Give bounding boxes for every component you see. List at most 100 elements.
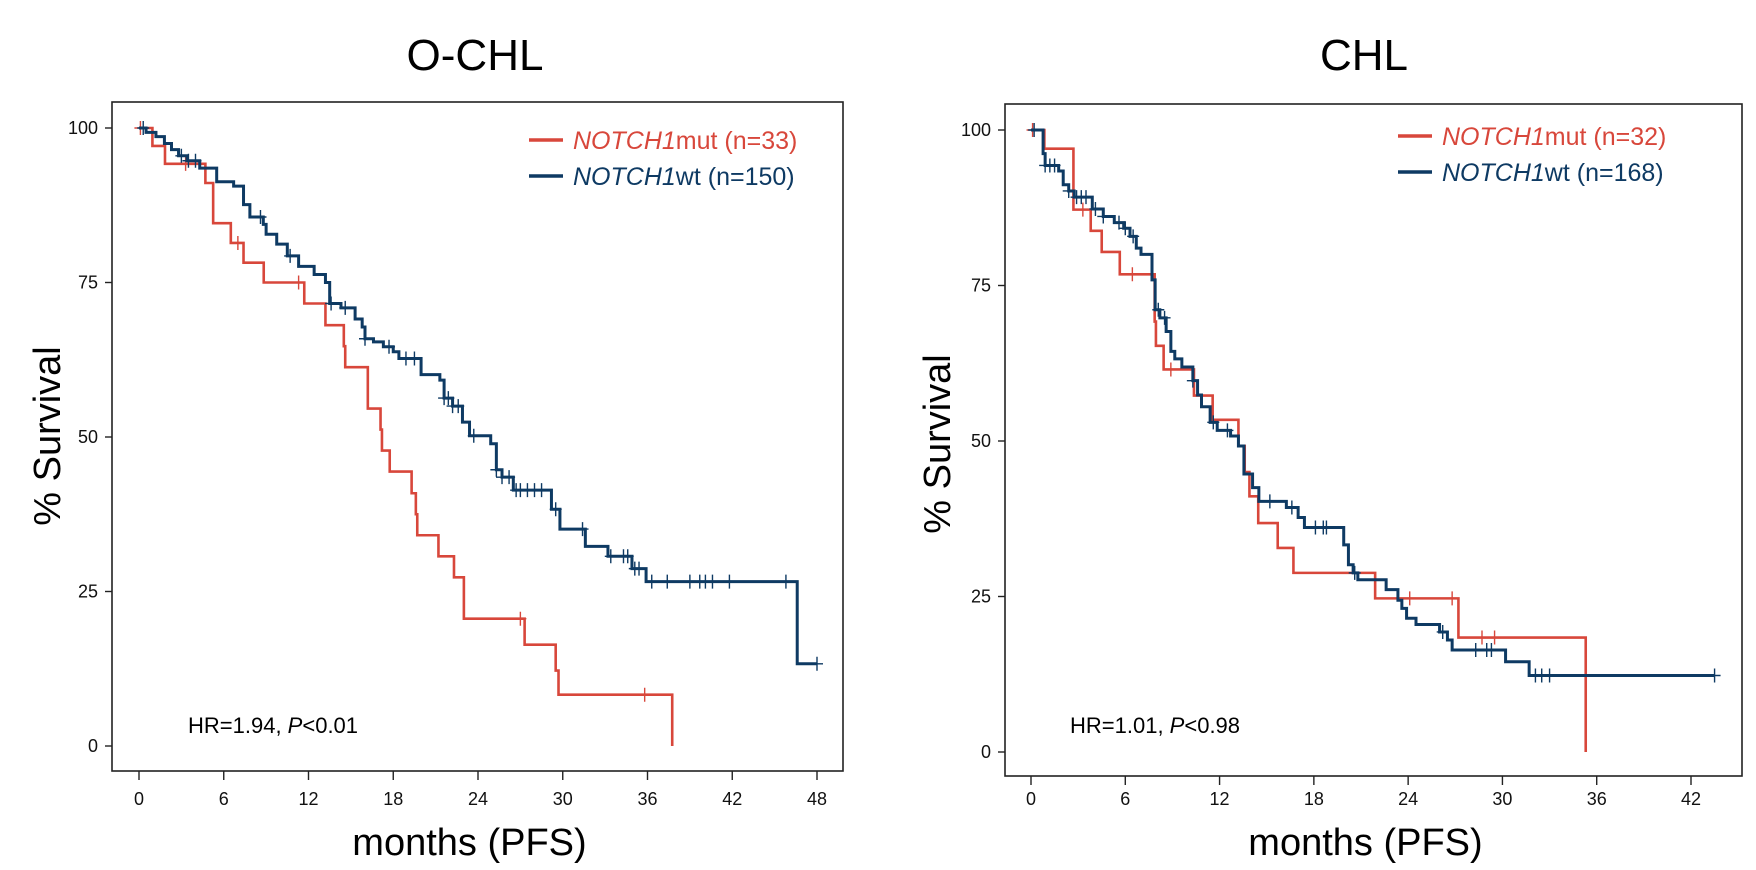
censor-mark-wt — [723, 574, 736, 589]
censor-mark-wt — [811, 656, 823, 671]
censor-mark-wt — [576, 522, 589, 537]
legend-entry-wt: NOTCH1wt (n=168) — [1442, 159, 1664, 187]
censor-mark-wt — [1708, 668, 1721, 683]
censor-mark-wt — [383, 339, 396, 354]
x-tick-label: 0 — [134, 789, 144, 809]
censor-mark-wt — [535, 483, 548, 498]
survival-curve-wt — [139, 126, 817, 666]
legend-group-label: wt (n=150) — [675, 163, 795, 191]
censor-mark-mut — [1476, 630, 1488, 645]
x-tick-label: 18 — [383, 789, 403, 809]
hr-value: HR=1.01, — [1070, 713, 1170, 738]
censor-mark-wt — [452, 399, 465, 414]
censor-mark-wt — [137, 121, 150, 135]
censor-mark-wt — [442, 391, 455, 406]
censor-mark-wt — [1348, 565, 1361, 580]
hazard-ratio-annotation: HR=1.94, P<0.01 — [188, 713, 358, 738]
x-tick-label: 12 — [298, 789, 318, 809]
x-axis-label: months (PFS) — [352, 822, 586, 864]
censor-mark-wt — [661, 574, 674, 589]
censor-mark-wt — [254, 209, 267, 224]
censor-mark-wt — [1436, 624, 1449, 639]
censor-mark-wt — [1158, 310, 1171, 325]
x-tick-label: 42 — [722, 789, 742, 809]
p-value: <0.01 — [302, 713, 358, 738]
survival-curve-wt — [1031, 128, 1715, 677]
x-tick-label: 30 — [553, 789, 573, 809]
legend-gene-name: NOTCH1 — [1442, 159, 1545, 187]
survival-curve-mut — [1031, 128, 1588, 752]
x-tick-label: 36 — [1587, 789, 1607, 809]
p-label: P — [1170, 713, 1185, 738]
censor-mark-wt — [408, 351, 421, 366]
censor-mark-mut — [514, 611, 527, 626]
censor-mark-wt — [1485, 642, 1498, 657]
censor-mark-wt — [189, 153, 202, 168]
x-tick-label: 0 — [1026, 789, 1036, 809]
y-tick-label: 25 — [78, 582, 98, 602]
censor-mark-wt — [621, 549, 634, 564]
legend-group-label: wt (n=168) — [1544, 159, 1664, 187]
y-tick-label: 100 — [961, 120, 991, 140]
p-value: <0.98 — [1184, 713, 1240, 738]
censor-mark-wt — [175, 148, 188, 163]
censor-mark-wt — [1543, 668, 1556, 683]
survival-curve-mut — [139, 126, 674, 746]
x-tick-label: 48 — [807, 789, 827, 809]
censor-mark-wt — [1221, 423, 1234, 438]
x-tick-label: 24 — [1398, 789, 1418, 809]
hr-value: HR=1.94, — [188, 713, 288, 738]
y-tick-label: 25 — [971, 587, 991, 607]
censor-mark-mut — [1164, 362, 1177, 377]
censor-mark-wt — [1285, 500, 1298, 515]
y-tick-label: 50 — [971, 431, 991, 451]
legend-group-label: mut (n=32) — [1545, 123, 1667, 151]
censor-mark-wt — [1320, 520, 1333, 535]
x-tick-label: 24 — [468, 789, 488, 809]
censor-mark-wt — [467, 428, 480, 443]
y-tick-label: 75 — [78, 273, 98, 293]
censor-mark-wt — [633, 561, 646, 576]
censor-mark-wt — [359, 331, 371, 346]
censor-mark-mut — [292, 275, 305, 290]
censor-mark-wt — [1119, 221, 1132, 236]
censor-mark-wt — [1263, 494, 1276, 509]
y-axis-label: % Survival — [27, 346, 69, 526]
legend-gene-name: NOTCH1 — [573, 163, 676, 191]
censor-mark-wt — [1089, 201, 1102, 216]
censor-mark-wt — [1028, 123, 1041, 137]
chart-title: O-CHL — [407, 31, 544, 80]
censor-mark-mut — [638, 687, 651, 702]
chart-title: CHL — [1320, 31, 1408, 80]
censor-mark-mut — [1446, 591, 1459, 606]
censor-mark-wt — [1152, 302, 1165, 317]
censor-mark-wt — [1113, 215, 1125, 230]
y-tick-label: 0 — [981, 742, 991, 762]
legend-entry-mut: NOTCH1mut (n=32) — [1442, 123, 1666, 151]
censor-mark-mut — [1076, 202, 1089, 217]
censor-mark-wt — [1127, 229, 1140, 244]
legend-group-label: mut (n=33) — [676, 127, 798, 155]
y-tick-label: 50 — [78, 427, 98, 447]
censor-mark-wt — [706, 574, 719, 589]
censor-mark-wt — [1097, 209, 1110, 224]
censor-mark-wt — [549, 502, 562, 517]
x-tick-label: 18 — [1304, 789, 1324, 809]
y-tick-label: 75 — [971, 276, 991, 296]
x-tick-label: 42 — [1681, 789, 1701, 809]
censor-mark-wt — [1469, 642, 1482, 657]
censor-mark-mut — [1403, 591, 1416, 606]
legend-gene-name: NOTCH1 — [573, 127, 676, 155]
censor-mark-wt — [1207, 415, 1220, 430]
censor-mark-wt — [1062, 183, 1075, 198]
legend-entry-wt: NOTCH1wt (n=150) — [573, 163, 795, 191]
x-axis-label: months (PFS) — [1248, 822, 1482, 864]
y-axis-label: % Survival — [917, 354, 959, 534]
censor-mark-wt — [284, 248, 297, 263]
hazard-ratio-annotation: HR=1.01, P<0.98 — [1070, 713, 1240, 738]
x-tick-label: 6 — [219, 789, 229, 809]
censor-mark-wt — [1186, 373, 1199, 388]
p-label: P — [288, 713, 303, 738]
km-plot-1: CHL 0 25 50 75 100 0 6 12 18 24 30 36 42 months (PFS)%… — [917, 31, 1743, 864]
